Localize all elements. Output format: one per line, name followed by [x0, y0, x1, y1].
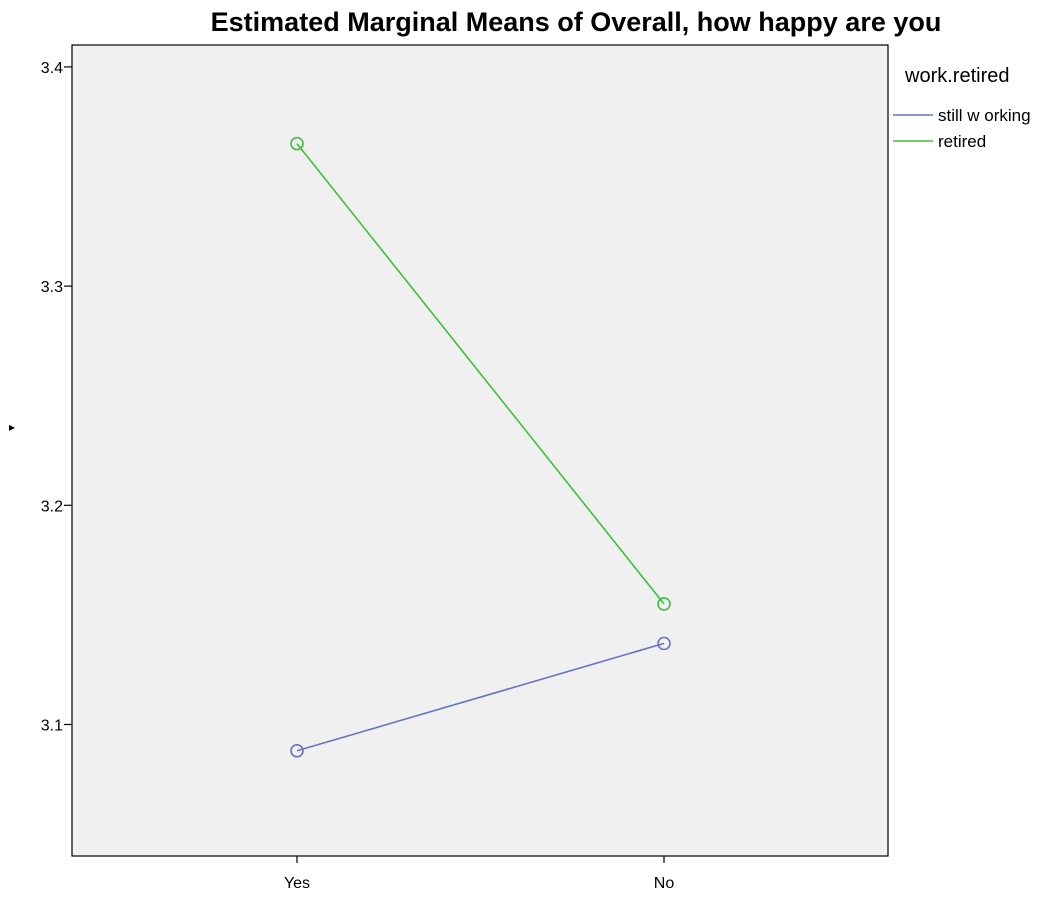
x-tick-label: Yes: [284, 875, 310, 892]
legend: work.retired still w orking retired: [893, 65, 1031, 151]
chart-title: Estimated Marginal Means of Overall, how…: [211, 7, 942, 37]
legend-label: still w orking: [938, 106, 1031, 125]
y-tick-label: 3.3: [41, 279, 63, 296]
series-layer: [290, 136, 671, 758]
y-axis: 3.1 3.2 3.3 3.4: [41, 60, 72, 734]
legend-label: retired: [938, 132, 986, 151]
x-tick-label: No: [654, 875, 675, 892]
y-tick-label: 3.4: [41, 60, 63, 77]
y-tick-label: 3.2: [41, 498, 63, 515]
data-point: [290, 136, 304, 151]
series-line: [296, 143, 665, 605]
series-line: [296, 642, 665, 752]
data-point: [657, 636, 671, 651]
y-axis-marker: ▸: [9, 420, 15, 434]
data-point: [657, 597, 671, 611]
plot-area: [71, 44, 889, 857]
data-point: [290, 743, 304, 758]
y-tick-label: 3.1: [41, 717, 63, 734]
legend-title: work.retired: [904, 65, 1009, 87]
x-axis: Yes No: [284, 856, 674, 892]
